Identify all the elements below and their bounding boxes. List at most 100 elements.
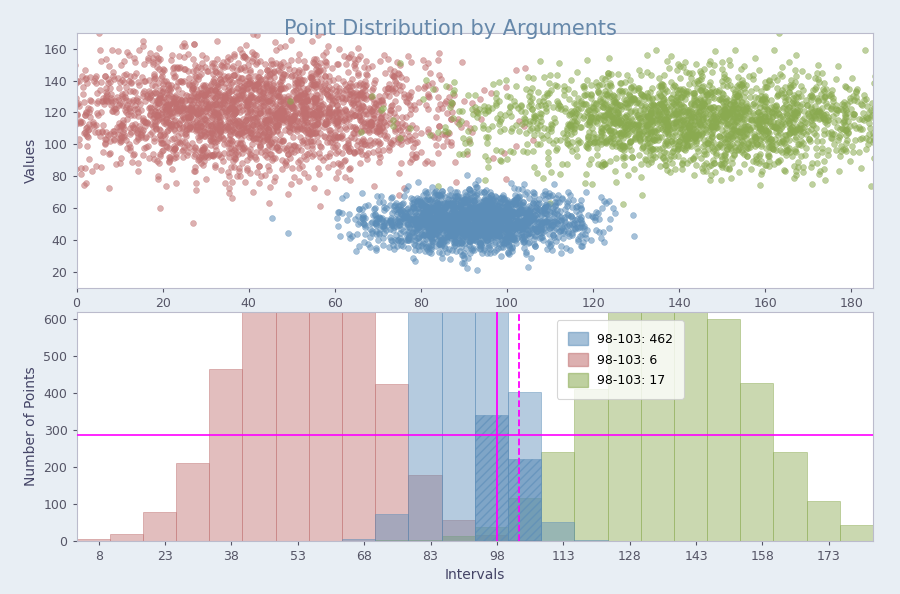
Point (653, 104, 668, 113)
Point (132, 45, 147, 55)
Point (729, 145, 743, 154)
Point (678, 135, 692, 144)
Point (571, 235, 585, 244)
Point (477, 213, 491, 223)
Point (693, 106, 707, 116)
Point (261, 96, 275, 106)
Point (234, 73, 248, 83)
Point (425, 217, 439, 226)
Point (315, 101, 329, 110)
Point (155, 87, 169, 97)
Point (328, 81, 343, 90)
Point (119, 83, 133, 92)
Point (548, 216, 562, 226)
Point (481, 220, 495, 230)
Point (194, 94, 208, 103)
Point (394, 225, 409, 234)
Point (233, 128, 248, 138)
Point (586, 132, 600, 141)
Point (143, 129, 157, 139)
Point (94, 162, 108, 172)
Point (184, 95, 199, 105)
Point (540, 89, 554, 98)
Point (157, 138, 171, 147)
Point (357, 81, 372, 91)
Point (281, 189, 295, 199)
Point (727, 110, 742, 119)
Point (404, 193, 419, 203)
Point (636, 143, 651, 152)
Point (660, 115, 674, 125)
Point (551, 191, 565, 200)
Point (560, 124, 574, 133)
Point (887, 132, 900, 141)
Point (422, 230, 436, 239)
Point (526, 214, 541, 223)
Point (788, 134, 802, 144)
Point (241, 100, 256, 109)
Point (227, 146, 241, 155)
Point (724, 116, 739, 125)
Point (253, 106, 267, 116)
Point (609, 134, 624, 144)
Point (421, 210, 436, 219)
Point (507, 208, 521, 218)
Point (325, 84, 339, 94)
Point (346, 122, 360, 132)
Point (741, 121, 755, 131)
Point (248, 72, 262, 81)
Point (426, 220, 440, 230)
Point (157, 102, 171, 112)
Point (292, 132, 307, 141)
Bar (806, 501, 840, 541)
Point (632, 121, 646, 130)
Point (779, 150, 794, 160)
Point (208, 94, 222, 103)
Point (659, 137, 673, 146)
Point (433, 212, 447, 222)
Point (335, 93, 349, 102)
Point (658, 124, 672, 134)
Point (633, 113, 647, 122)
Point (502, 108, 517, 117)
Point (505, 227, 519, 236)
Point (429, 207, 444, 216)
Point (676, 155, 690, 165)
Point (669, 95, 683, 105)
Point (67, 53, 81, 62)
Point (61, 96, 76, 105)
Point (165, 121, 179, 131)
Point (352, 103, 366, 112)
Point (262, 116, 276, 126)
Point (714, 138, 728, 148)
Point (597, 111, 611, 121)
Point (716, 97, 730, 106)
Point (565, 146, 580, 156)
Point (79, 178, 94, 188)
Point (264, 137, 278, 146)
Point (276, 135, 291, 144)
Point (665, 159, 680, 168)
Point (160, 80, 175, 90)
Point (544, 168, 558, 177)
Point (188, 185, 202, 194)
Point (410, 137, 424, 147)
Point (788, 114, 803, 124)
Point (80, 141, 94, 151)
Point (478, 233, 492, 242)
Point (248, 154, 263, 163)
Point (266, 110, 280, 120)
Point (492, 223, 507, 233)
Point (744, 137, 759, 146)
Point (689, 76, 704, 86)
Point (695, 96, 709, 106)
Point (682, 79, 697, 89)
Point (122, 103, 136, 112)
Point (840, 108, 854, 118)
Point (686, 124, 700, 134)
Point (595, 203, 609, 213)
Point (750, 131, 764, 141)
Point (300, 96, 314, 106)
Point (292, 157, 306, 167)
Point (262, 127, 276, 137)
